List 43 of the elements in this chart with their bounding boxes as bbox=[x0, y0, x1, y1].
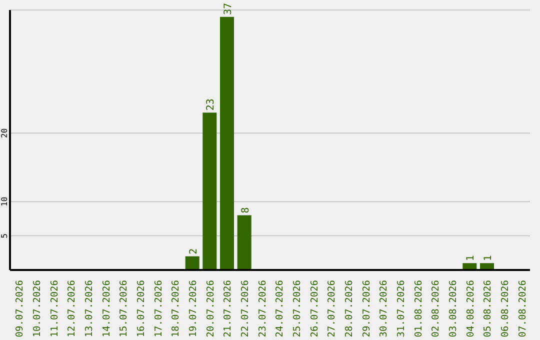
bar bbox=[185, 256, 200, 270]
data-label: 23 bbox=[206, 98, 217, 111]
bar bbox=[202, 112, 217, 270]
x-tick-label: 07.08.2026 bbox=[517, 280, 528, 338]
x-tick-label: 24.07.2026 bbox=[274, 280, 286, 338]
x-tick-label: 25.07.2026 bbox=[292, 280, 303, 338]
x-tick-label: 11.07.2026 bbox=[49, 280, 60, 338]
x-tick-label: 21.07.2026 bbox=[222, 280, 234, 338]
data-label: 37 bbox=[223, 2, 234, 15]
y-tick-label: 20 bbox=[0, 128, 9, 138]
data-label: 1 bbox=[466, 255, 477, 262]
x-tick-label: 15.07.2026 bbox=[118, 280, 130, 338]
x-tick-label: 20.07.2026 bbox=[205, 280, 216, 338]
x-tick-label: 14.07.2026 bbox=[101, 280, 112, 338]
data-label: 8 bbox=[240, 207, 252, 214]
x-tick-label: 10.07.2026 bbox=[32, 280, 43, 338]
x-tick-label: 23.07.2026 bbox=[257, 280, 268, 338]
x-tick-label: 30.07.2026 bbox=[378, 280, 390, 338]
x-tick-label: 22.07.2026 bbox=[240, 280, 251, 338]
bar bbox=[237, 215, 252, 270]
bar bbox=[220, 16, 234, 270]
x-tick-label: 05.08.2026 bbox=[482, 280, 494, 338]
y-tick-label: 10 bbox=[0, 196, 9, 206]
x-tick-label: 26.07.2026 bbox=[309, 280, 320, 338]
x-tick-label: 27.07.2026 bbox=[326, 280, 338, 338]
x-tick-label: 13.07.2026 bbox=[84, 280, 95, 338]
x-tick-label: 03.08.2026 bbox=[448, 280, 459, 338]
x-tick-label: 09.07.2026 bbox=[14, 280, 26, 338]
data-label: 2 bbox=[188, 248, 200, 254]
x-tick-label: 19.07.2026 bbox=[188, 280, 199, 338]
x-tick-label: 31.07.2026 bbox=[396, 280, 407, 338]
x-tick-label: 17.07.2026 bbox=[153, 280, 164, 338]
x-tick-label: 06.08.2026 bbox=[500, 280, 511, 338]
x-tick-label: 04.08.2026 bbox=[465, 280, 476, 338]
data-label: 1 bbox=[483, 255, 494, 262]
x-tick-label: 16.07.2026 bbox=[136, 280, 147, 338]
x-tick-label: 02.08.2026 bbox=[430, 280, 442, 338]
x-tick-label: 18.07.2026 bbox=[170, 280, 182, 338]
x-tick-label: 01.08.2026 bbox=[413, 280, 424, 338]
y-tick-label: 5 bbox=[0, 233, 9, 238]
x-tick-label: 12.07.2026 bbox=[66, 280, 78, 338]
x-tick-label: 28.07.2026 bbox=[344, 280, 355, 338]
x-tick-label: 29.07.2026 bbox=[361, 280, 372, 338]
